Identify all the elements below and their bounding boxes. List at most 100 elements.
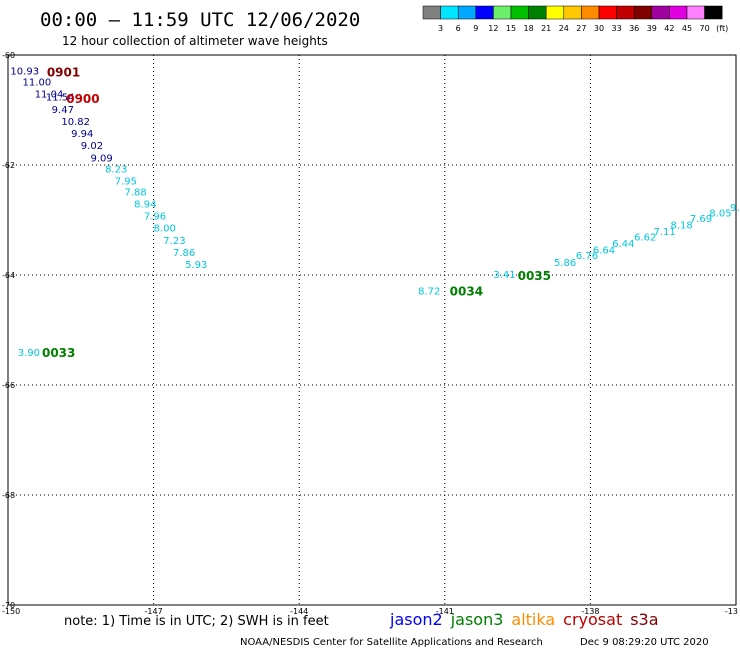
legend-label: 9 (473, 24, 478, 33)
footer-timestamp: Dec 9 08:29:20 UTC 2020 (580, 637, 709, 648)
legend-label: 39 (647, 24, 657, 33)
legend-label: 36 (629, 24, 639, 33)
plot-frame (7, 54, 737, 606)
wave-height-value: 7.96 (144, 212, 166, 223)
legend-label: 33 (612, 24, 622, 33)
wave-height-value: 6.44 (612, 239, 634, 250)
wave-height-value: 8.72 (418, 286, 440, 297)
wave-height-value: 9.02 (81, 141, 103, 152)
legend-swatch (440, 5, 459, 20)
y-tick-label: -66 (2, 381, 15, 390)
legend-label: 21 (541, 24, 551, 33)
wave-height-value: 7.11 (653, 227, 675, 238)
y-tick-label: -64 (2, 271, 15, 280)
legend-swatch (704, 5, 723, 20)
wave-height-value: 9.60 (730, 203, 740, 214)
legend-label: 6 (456, 24, 461, 33)
chart-subtitle: 12 hour collection of altimeter wave hei… (62, 34, 328, 48)
wave-height-value: 7.95 (115, 176, 137, 187)
satellite-jason2: jason2 (389, 610, 443, 629)
chart-title: 00:00 – 11:59 UTC 12/06/2020 (40, 9, 360, 31)
x-tick-label: -144 (290, 607, 308, 616)
pass-time-label: 0034 (450, 284, 483, 298)
wave-height-value: 9.09 (91, 153, 113, 164)
wave-height-value: 8.00 (154, 224, 176, 235)
wave-height-value: 6.62 (634, 233, 656, 244)
legend-swatch (633, 5, 653, 20)
legend-swatch (528, 5, 547, 20)
legend-label: (ft) (716, 24, 728, 33)
legend-label: 12 (488, 24, 498, 33)
legend-label: 27 (576, 24, 586, 33)
grid-lines (8, 55, 736, 605)
wave-height-value: 9.47 (52, 105, 74, 116)
pass-time-label: 0900 (66, 92, 99, 106)
legend-swatch (669, 5, 688, 20)
wave-height-value: 5.93 (185, 260, 207, 271)
wave-height-value: 8.18 (670, 220, 692, 231)
legend-swatch (616, 5, 635, 20)
legend-swatch (581, 5, 600, 20)
legend-swatch (651, 5, 670, 20)
legend-label: 24 (559, 24, 569, 33)
wave-height-value: 6.64 (593, 246, 615, 257)
legend-swatch (598, 5, 617, 20)
footer-credit: NOAA/NESDIS Center for Satellite Applica… (240, 637, 543, 648)
pass-time-label: 0901 (47, 66, 80, 80)
wave-height-value: 10.82 (61, 117, 90, 128)
x-tick-label: -147 (145, 607, 163, 616)
wave-height-value: 9.94 (71, 129, 93, 140)
legend-label: 70 (700, 24, 710, 33)
wave-height-value: 7.88 (124, 187, 146, 198)
legend-swatch (493, 5, 512, 20)
legend-swatch (422, 5, 441, 20)
legend-swatch (545, 5, 565, 20)
satellite-jason3: jason3 (450, 610, 504, 629)
wave-height-value: 8.05 (709, 208, 731, 219)
wave-height-value: 10.93 (10, 66, 39, 77)
wave-height-value: 3.90 (18, 348, 40, 359)
wave-height-value: 5.86 (554, 258, 576, 269)
x-tick-label: -141 (436, 607, 454, 616)
y-tick-label: -62 (2, 161, 15, 170)
satellite-s3a: s3a (630, 610, 658, 629)
axis-ticks: -150 -147 -144 -141 -138 -13 -60 -62 -64 -66 -68 -7… (2, 51, 738, 616)
legend-swatch (457, 5, 477, 20)
pass-time-label: 0033 (42, 346, 75, 360)
satellite-legend: jason2 jason3 altika cryosat s3a (389, 610, 659, 629)
legend-swatch (686, 5, 705, 20)
legend-label: 18 (524, 24, 534, 33)
x-tick-label: -138 (581, 607, 599, 616)
x-tick-label: -13 (725, 607, 738, 616)
footer-note: note: 1) Time is in UTC; 2) SWH is in fe… (64, 614, 329, 629)
wave-height-value: 3.41 (493, 270, 515, 281)
wave-height-value: 6.76 (576, 251, 598, 262)
y-tick-label: -60 (2, 51, 15, 60)
legend-label: 3 (438, 24, 443, 33)
wave-height-value: 11.54 (46, 92, 75, 103)
wave-height-value: 11.00 (23, 77, 52, 88)
legend-swatch (475, 5, 494, 20)
wave-height-value: 7.23 (163, 236, 185, 247)
satellite-altika: altika (511, 610, 555, 629)
legend-label: 45 (682, 24, 692, 33)
x-tick-label: -150 (2, 607, 20, 616)
pass-time-label: 0035 (518, 269, 551, 283)
legend-swatch (563, 5, 582, 20)
wave-height-value: 7.86 (173, 248, 195, 259)
wave-height-value: 8.23 (105, 164, 127, 175)
satellite-cryosat: cryosat (563, 610, 622, 629)
wave-height-value: 8.94 (134, 200, 156, 211)
legend-label: 42 (664, 24, 674, 33)
legend-label: 30 (594, 24, 604, 33)
y-tick-label: -70 (2, 601, 15, 610)
y-tick-label: -68 (2, 491, 15, 500)
legend-label: 15 (506, 24, 516, 33)
wave-height-value: 7.69 (690, 214, 712, 225)
pass-labels: 0901 0900 0033 0034 0035 (42, 66, 551, 361)
legend-swatch (510, 5, 529, 20)
color-legend: 3 6 9 12 15 18 21 24 27 30 33 36 39 42 45 70 (ft) (422, 5, 728, 33)
wave-height-value: 11.04 (35, 90, 64, 101)
